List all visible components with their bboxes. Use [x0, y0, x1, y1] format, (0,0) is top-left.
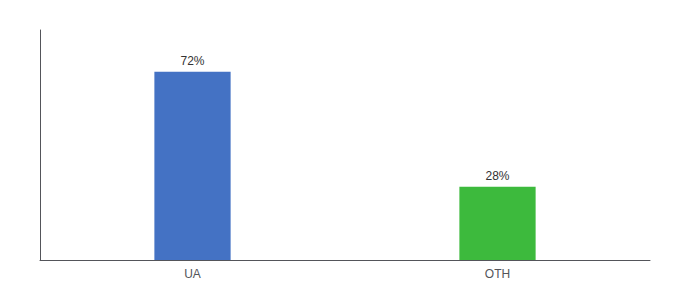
- svg-text:OTH: OTH: [485, 267, 510, 281]
- svg-text:UA: UA: [184, 267, 201, 281]
- svg-text:28%: 28%: [485, 169, 509, 183]
- svg-text:72%: 72%: [180, 54, 204, 68]
